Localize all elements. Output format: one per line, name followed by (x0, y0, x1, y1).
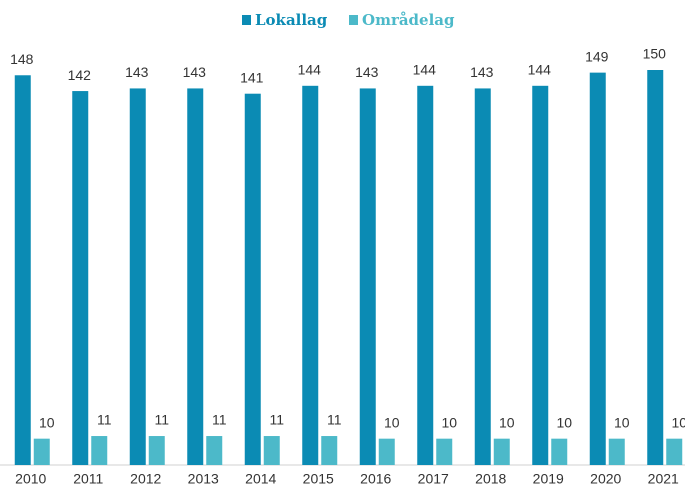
bar (359, 88, 376, 465)
value-label: 11 (212, 412, 227, 428)
value-label: 11 (154, 412, 169, 428)
bar (33, 438, 50, 465)
bar (417, 85, 434, 466)
x-tick-label: 2016 (360, 471, 391, 487)
x-tick-label: 2018 (475, 471, 506, 487)
value-label: 144 (413, 62, 437, 78)
legend-swatch (242, 15, 251, 25)
bar (493, 438, 510, 465)
bar (206, 436, 223, 465)
value-label: 143 (355, 64, 379, 80)
value-label: 10 (39, 414, 55, 430)
bar (187, 88, 204, 465)
value-label: 10 (441, 414, 457, 430)
x-tick-label: 2017 (418, 471, 449, 487)
bar (647, 70, 664, 465)
bar (321, 436, 338, 465)
bar (551, 438, 568, 465)
value-label: 11 (97, 412, 112, 428)
value-label: 10 (556, 414, 572, 430)
bar (436, 438, 453, 465)
value-label: 149 (585, 48, 609, 64)
value-label: 150 (643, 46, 667, 62)
bar (378, 438, 395, 465)
x-tick-label: 2010 (15, 471, 46, 487)
bar (474, 88, 491, 465)
value-label: 11 (327, 412, 342, 428)
bar (72, 91, 89, 466)
legend-swatch (349, 15, 358, 25)
bar (263, 436, 280, 465)
x-tick-label: 2014 (245, 471, 276, 487)
value-label: 10 (614, 414, 630, 430)
bar (589, 72, 606, 465)
x-tick-label: 2019 (533, 471, 564, 487)
x-tick-label: 2011 (73, 471, 103, 487)
bar (666, 438, 683, 465)
value-label: 10 (499, 414, 515, 430)
value-label: 10 (671, 414, 685, 430)
legend-label: Lokallag (255, 11, 328, 29)
value-label: 144 (528, 62, 552, 78)
value-label: 10 (384, 414, 400, 430)
bar (244, 93, 261, 465)
value-label: 143 (183, 64, 207, 80)
bar (91, 436, 108, 465)
value-label: 142 (68, 67, 92, 83)
x-tick-label: 2012 (130, 471, 161, 487)
x-tick-label: 2020 (590, 471, 621, 487)
bar (608, 438, 625, 465)
bar (532, 85, 549, 466)
value-label: 144 (298, 62, 322, 78)
value-label: 143 (470, 64, 494, 80)
x-tick-label: 2021 (648, 471, 679, 487)
value-label: 11 (269, 412, 284, 428)
bar (14, 75, 31, 466)
value-label: 148 (10, 51, 34, 67)
legend-label: Områdelag (362, 11, 455, 29)
bar (129, 88, 146, 465)
bar (148, 436, 165, 465)
x-tick-label: 2013 (188, 471, 219, 487)
bar (302, 85, 319, 466)
x-tick-label: 2015 (303, 471, 334, 487)
value-label: 141 (240, 69, 264, 85)
value-label: 143 (125, 64, 149, 80)
